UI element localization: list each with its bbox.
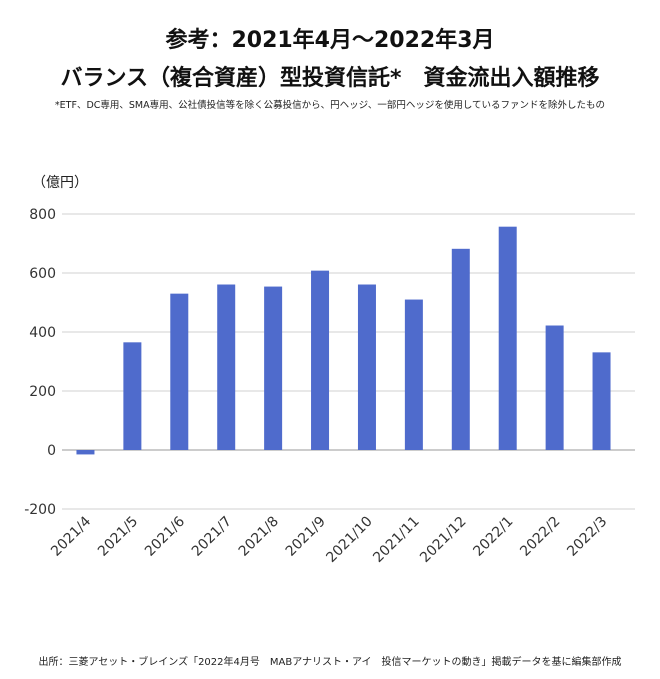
bar bbox=[76, 450, 95, 455]
bar bbox=[357, 284, 376, 450]
bar bbox=[451, 248, 470, 450]
x-tick-label: 2021/8 bbox=[236, 514, 282, 560]
x-tick-label: 2021/7 bbox=[189, 514, 235, 560]
bar bbox=[311, 270, 330, 450]
x-tick-label: 2021/4 bbox=[48, 513, 94, 559]
bar bbox=[404, 299, 423, 450]
bar bbox=[170, 293, 189, 450]
x-tick-label: 2021/6 bbox=[142, 513, 188, 559]
source-credit: 出所：三菱アセット・ブレインズ「2022年4月号 MABアナリスト・アイ 投信マ… bbox=[38, 657, 622, 668]
x-tick-label: 2021/11 bbox=[370, 514, 422, 566]
bar bbox=[264, 286, 283, 450]
bar bbox=[498, 226, 517, 450]
bar bbox=[123, 342, 142, 450]
chart-title-period: 参考：2021年4月〜2022年3月 bbox=[165, 28, 495, 53]
x-tick-label: 2022/3 bbox=[564, 514, 610, 560]
chart-title: バランス（複合資産）型投資信託* 資金流出入額推移 bbox=[60, 66, 600, 91]
y-tick-label: 400 bbox=[29, 325, 56, 341]
x-tick-label: 2021/9 bbox=[283, 514, 329, 560]
x-tick-label: 2021/5 bbox=[95, 514, 141, 560]
bar bbox=[592, 352, 611, 450]
y-axis-unit: （億円） bbox=[32, 175, 88, 191]
x-tick-label: 2022/1 bbox=[470, 514, 516, 560]
footnote: *ETF、DC専用、SMA専用、公社債投信等を除く公募投信から、円ヘッジ、一部円… bbox=[54, 100, 606, 111]
y-tick-label: -200 bbox=[24, 502, 56, 518]
y-tick-label: 0 bbox=[47, 443, 56, 459]
y-tick-label: 800 bbox=[29, 207, 56, 223]
y-tick-label: 200 bbox=[29, 384, 56, 400]
x-tick-label: 2021/12 bbox=[417, 514, 469, 566]
x-tick-label: 2021/10 bbox=[323, 514, 375, 566]
bar bbox=[217, 284, 236, 450]
y-tick-label: 600 bbox=[29, 266, 56, 282]
x-tick-label: 2022/2 bbox=[517, 514, 563, 560]
bar bbox=[545, 325, 564, 450]
